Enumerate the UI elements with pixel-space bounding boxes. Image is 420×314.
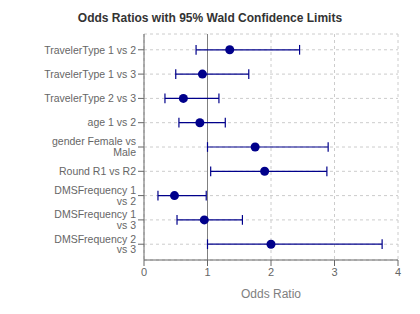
svg-text:gender Female vsMale: gender Female vsMale xyxy=(52,135,136,158)
svg-text:TravelerType 2 vs 3: TravelerType 2 vs 3 xyxy=(44,92,136,104)
svg-text:Round R1 vs R2: Round R1 vs R2 xyxy=(59,165,136,177)
svg-text:age 1 vs 2: age 1 vs 2 xyxy=(88,116,137,128)
html-text:Odds Ratios with 95% Wald Conf: Odds Ratios with 95% Wald Confidence Lim… xyxy=(77,11,343,25)
svg-text:TravelerType 1 vs 3: TravelerType 1 vs 3 xyxy=(44,68,136,80)
svg-text:2: 2 xyxy=(268,266,274,278)
svg-text:DMSFrequency 2vs 3: DMSFrequency 2vs 3 xyxy=(54,233,136,256)
svg-text:DMSFrequency 1vs 2: DMSFrequency 1vs 2 xyxy=(54,184,136,207)
svg-text:Odds Ratio: Odds Ratio xyxy=(241,287,301,301)
svg-text:3: 3 xyxy=(331,266,337,278)
svg-text:0: 0 xyxy=(141,266,147,278)
svg-text:1: 1 xyxy=(204,266,210,278)
svg-text:DMSFrequency 1vs 3: DMSFrequency 1vs 3 xyxy=(54,208,136,231)
svg-text:4: 4 xyxy=(395,266,401,278)
svg-text:TravelerType 1 vs 2: TravelerType 1 vs 2 xyxy=(44,44,136,56)
